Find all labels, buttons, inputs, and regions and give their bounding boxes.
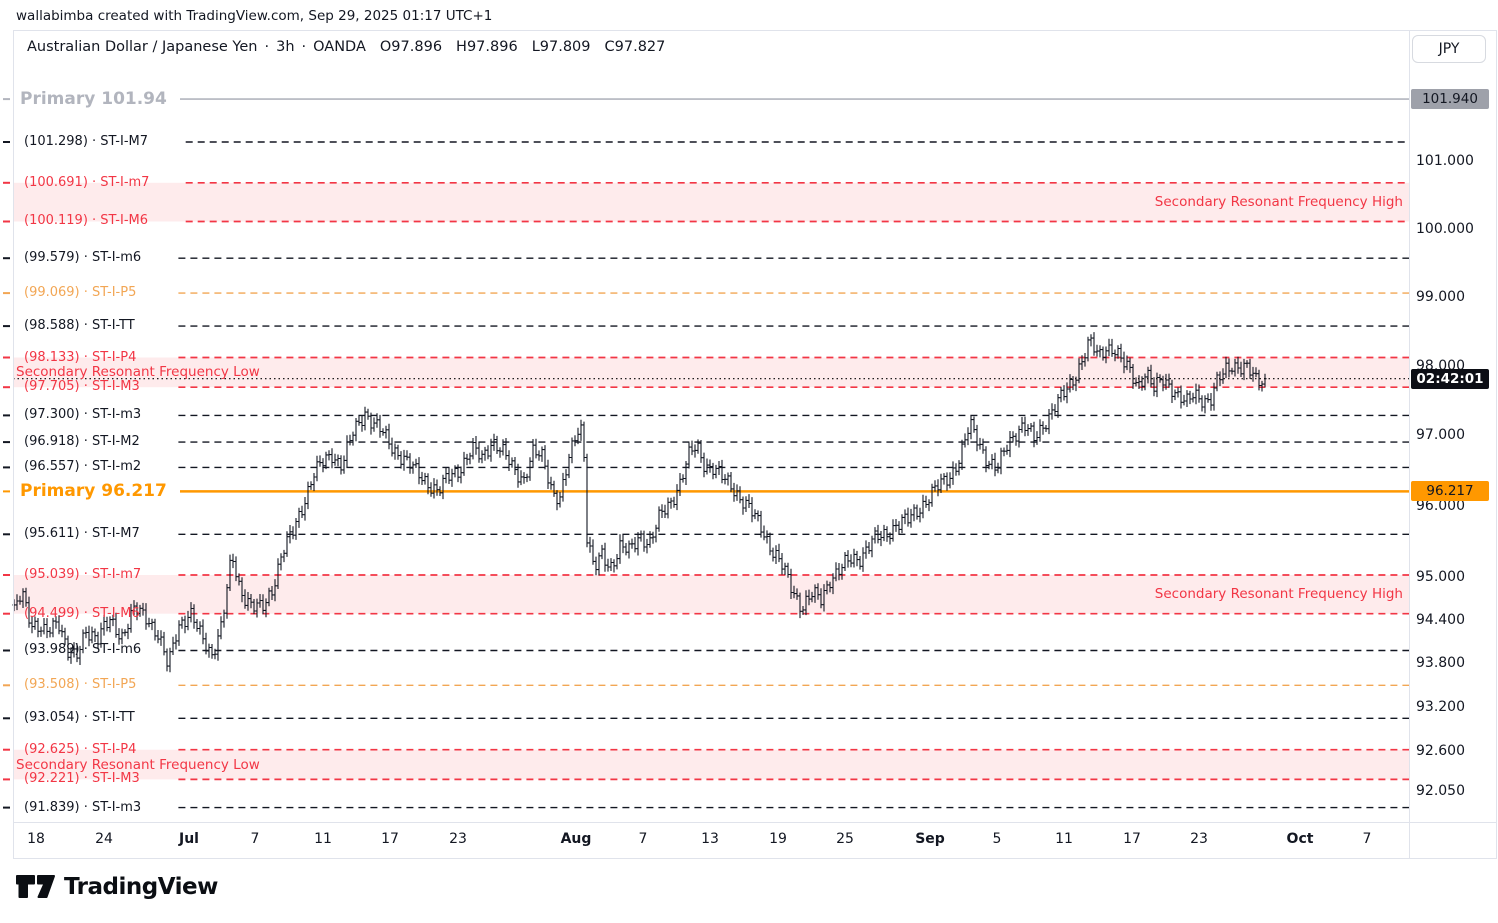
- level-label: (94.499) · ST-I-M6: [24, 605, 140, 621]
- resonance-band: [13, 575, 1409, 614]
- legend-separator: ·: [301, 39, 307, 55]
- y-axis-label: 101.000: [1416, 153, 1474, 169]
- x-axis-label: Jul: [179, 831, 199, 847]
- resonance-band-label: Secondary Resonant Frequency High: [1154, 194, 1403, 211]
- resonance-band: [13, 182, 1409, 222]
- y-axis-label: 92.600: [1416, 742, 1465, 759]
- level-label: (99.069) · ST-I-P5: [24, 285, 137, 301]
- x-axis-label: Aug: [560, 831, 592, 847]
- level-label: (100.119) · ST-I-M6: [24, 213, 149, 229]
- y-axis-label: 99.000: [1416, 288, 1465, 305]
- level-label: (92.221) · ST-I-M3: [24, 771, 140, 787]
- ohlc-value: L97.809: [531, 39, 591, 55]
- legend-separator: ·: [264, 39, 270, 55]
- ohlc-value: H97.896: [456, 39, 518, 55]
- interval-label[interactable]: 3h: [276, 39, 295, 55]
- level-label: (98.133) · ST-I-P4: [24, 349, 137, 365]
- resonance-band-label: Secondary Resonant Frequency Low: [16, 756, 260, 773]
- y-axis-label: 92.050: [1416, 783, 1465, 799]
- countdown-badge: 02:42:01: [1411, 368, 1489, 389]
- x-axis-label: 5: [992, 831, 1002, 847]
- level-label: (96.918) · ST-I-M2: [24, 434, 140, 450]
- y-axis-label: 97.000: [1416, 427, 1465, 444]
- y-axis-label: 95.000: [1416, 568, 1465, 585]
- y-axis-label: 93.800: [1416, 655, 1465, 672]
- x-axis-label: 7: [638, 831, 648, 847]
- level-label: (92.625) · ST-I-P4: [24, 741, 137, 757]
- x-axis-label: 18: [27, 831, 45, 847]
- level-label: (93.508) · ST-I-P5: [24, 677, 137, 693]
- exchange-label[interactable]: OANDA: [313, 39, 366, 55]
- x-axis-label: 13: [701, 831, 719, 847]
- primary-level-label: Primary 101.94: [20, 89, 167, 110]
- x-axis-label: 23: [1190, 831, 1208, 847]
- level-label: (95.611) · ST-I-M7: [24, 526, 140, 542]
- y-axis-label: 94.400: [1416, 611, 1465, 628]
- x-axis-label: 24: [95, 831, 113, 847]
- level-label: (100.691) · ST-I-m7: [24, 174, 150, 190]
- tradingview-logo-text: TradingView: [64, 874, 218, 900]
- resonance-band-label: Secondary Resonant Frequency Low: [16, 364, 260, 381]
- x-axis-label: 25: [836, 831, 854, 847]
- x-axis-label: 19: [769, 831, 787, 847]
- tradingview-logo-icon: [16, 875, 55, 898]
- level-label: (98.588) · ST-I-TT: [24, 318, 135, 334]
- attribution-text: wallabimba created with TradingView.com,…: [16, 8, 493, 24]
- chart-card-border: [13, 30, 1497, 859]
- symbol-legend[interactable]: Australian Dollar / Japanese Yen · 3h · OAND…: [27, 39, 665, 55]
- resonance-band: [13, 357, 1409, 388]
- ohlc-values: O97.896 H97.896 L97.809 C97.827: [366, 39, 666, 55]
- tradingview-logo: TradingView: [16, 874, 218, 900]
- primary-price-badge: 101.940: [1411, 89, 1489, 110]
- level-label: (91.839) · ST-I-m3: [24, 799, 142, 815]
- level-label: (93.989) · ST-I-m6: [24, 642, 142, 658]
- y-axis-label: 93.200: [1416, 698, 1465, 715]
- level-label: (93.054) · ST-I-TT: [24, 710, 135, 726]
- ohlc-value: C97.827: [604, 39, 666, 55]
- resonance-band-label: Secondary Resonant Frequency High: [1154, 586, 1403, 603]
- y-axis-label: 100.000: [1416, 220, 1474, 237]
- symbol-title[interactable]: Australian Dollar / Japanese Yen: [27, 39, 258, 55]
- level-label: (97.300) · ST-I-m3: [24, 407, 142, 423]
- currency-button[interactable]: JPY: [1412, 35, 1486, 63]
- y-axis-label: 96.000: [1416, 497, 1465, 514]
- level-label: (96.557) · ST-I-m2: [24, 459, 142, 475]
- x-axis-label: 17: [1123, 831, 1141, 847]
- primary-price-badge: 96.217: [1411, 481, 1489, 502]
- resonance-band: [13, 749, 1409, 780]
- level-label: (99.579) · ST-I-m6: [24, 250, 142, 266]
- x-axis-label: 23: [449, 831, 467, 847]
- x-axis-label: 7: [1362, 831, 1372, 847]
- x-axis-label: 11: [314, 831, 332, 847]
- level-label: (95.039) · ST-I-m7: [24, 567, 142, 583]
- x-axis-label: 7: [250, 831, 260, 847]
- x-axis-label: 11: [1055, 831, 1073, 847]
- level-label: (97.705) · ST-I-M3: [24, 379, 140, 395]
- x-axis-label: Sep: [915, 831, 945, 847]
- x-axis-label: Oct: [1286, 831, 1314, 847]
- ohlc-value: O97.896: [379, 39, 443, 55]
- level-label: (101.298) · ST-I-M7: [24, 133, 149, 149]
- primary-level-label: Primary 96.217: [20, 481, 167, 502]
- x-axis-label: 17: [381, 831, 399, 847]
